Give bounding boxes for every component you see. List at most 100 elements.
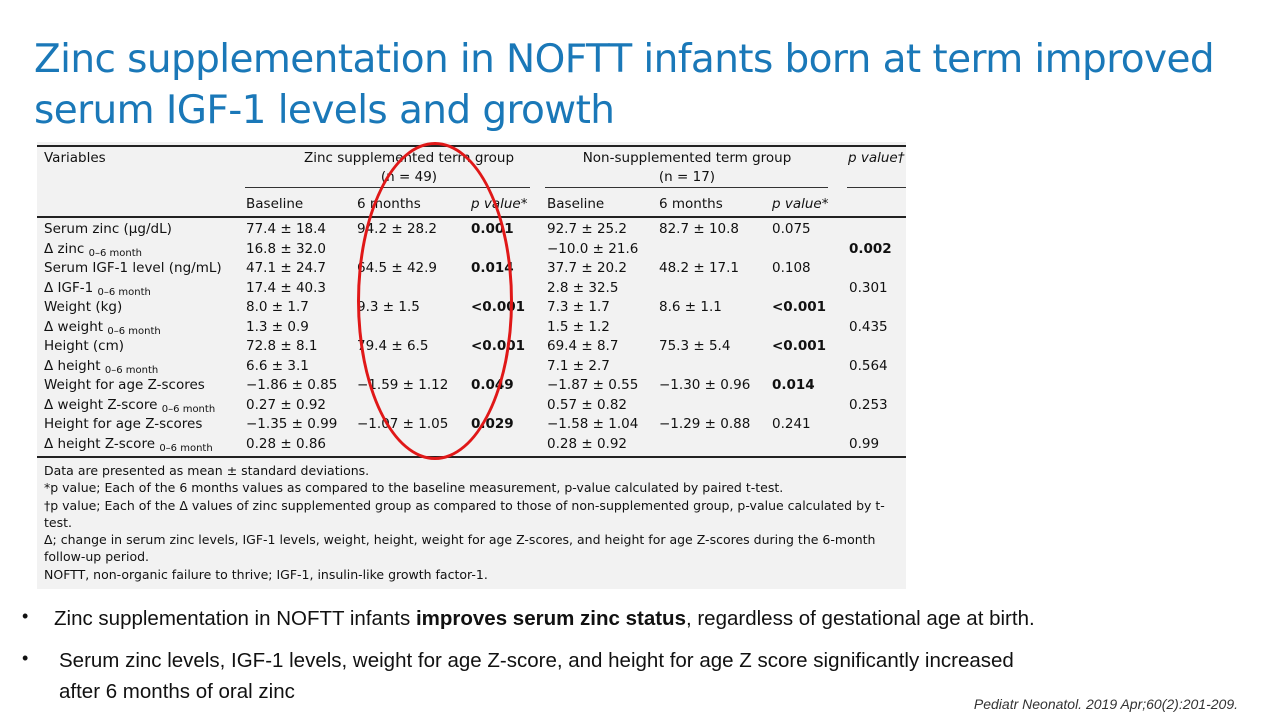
- cell-z-base: 72.8 ± 8.1: [246, 338, 318, 354]
- cell-z-base: 6.6 ± 3.1: [246, 357, 309, 374]
- cell-n-p: <0.001: [772, 338, 827, 354]
- bullet-bold-text: improves serum zinc status: [415, 607, 686, 630]
- footnote: Δ; change in serum zinc levels, IGF-1 le…: [44, 532, 876, 565]
- cell-z-p: 0.001: [471, 221, 514, 237]
- cell-z-base: 0.28 ± 0.86: [246, 435, 327, 452]
- cell-label: Δ weight Z-score 0–6 month: [44, 397, 215, 418]
- cell-n-6m: −1.30 ± 0.96: [659, 377, 751, 393]
- non-group-rule: [545, 187, 828, 188]
- cell-n-base: 7.1 ± 2.7: [547, 357, 610, 374]
- results-table: Variables Zinc supplemented term group (…: [37, 142, 906, 589]
- cell-z-p: <0.001: [471, 338, 526, 354]
- cell-p: 0.564: [849, 357, 888, 374]
- header-bottom-rule: [37, 216, 906, 218]
- cell-z-6m: 94.2 ± 28.2: [357, 221, 438, 237]
- cell-label: Height (cm): [44, 338, 124, 355]
- cell-z-p: 0.049: [471, 377, 514, 393]
- cell-n-p: 0.241: [772, 416, 811, 432]
- cell-n-base: 0.57 ± 0.82: [547, 396, 628, 413]
- cell-z-6m: −1.59 ± 1.12: [357, 377, 449, 393]
- cell-n-base: −1.87 ± 0.55: [547, 377, 639, 393]
- cell-z-p: <0.001: [471, 299, 526, 315]
- header-zinc-baseline: Baseline: [246, 196, 304, 212]
- cell-p: 0.99: [849, 435, 880, 452]
- cell-n-base: −10.0 ± 21.6: [547, 240, 639, 257]
- cell-n-base: 92.7 ± 25.2: [547, 221, 628, 237]
- table-top-rule: [37, 145, 906, 147]
- cell-label: Δ height 0–6 month: [44, 358, 158, 379]
- cell-z-base: 16.8 ± 32.0: [246, 240, 327, 257]
- footnote: NOFTT, non-organic failure to thrive; IG…: [44, 566, 488, 582]
- row-label-subscript: 0–6 month: [104, 364, 159, 376]
- bullet-text: after 6 months of oral zinc: [59, 680, 295, 703]
- cell-n-p: 0.014: [772, 377, 815, 393]
- table-footnotes: Data are presented as mean ± standard de…: [44, 462, 904, 583]
- cell-p: 0.002: [849, 240, 892, 257]
- row-label-subscript: 0–6 month: [159, 442, 213, 454]
- cell-z-base: −1.35 ± 0.99: [246, 416, 338, 432]
- cell-n-base: 2.8 ± 32.5: [547, 279, 619, 296]
- row-label: Height (cm): [44, 338, 125, 354]
- cell-z-p: 0.014: [471, 260, 514, 276]
- row-label-subscript: 0–6 month: [107, 325, 161, 337]
- cell-label: Height for age Z-scores: [44, 416, 202, 433]
- cell-n-base: 69.4 ± 8.7: [547, 338, 619, 354]
- cell-z-base: −1.86 ± 0.85: [246, 377, 338, 393]
- cell-n-base: 1.5 ± 1.2: [547, 318, 610, 335]
- cell-label: Serum zinc (μg/dL): [44, 221, 172, 238]
- cell-z-base: 17.4 ± 40.3: [246, 279, 327, 296]
- cell-label: Serum IGF-1 level (ng/mL): [44, 260, 222, 277]
- cell-z-6m: 9.3 ± 1.5: [357, 299, 420, 315]
- cell-n-base: 37.7 ± 20.2: [547, 260, 628, 276]
- row-label: Δ zinc: [44, 240, 85, 257]
- bullet-text: Serum zinc levels, IGF-1 levels, weight …: [59, 649, 1014, 672]
- cell-p: 0.253: [849, 396, 888, 413]
- cell-n-6m: −1.29 ± 0.88: [659, 416, 751, 432]
- header-zinc-group: Zinc supplemented term group: [303, 150, 515, 166]
- results-table-image: Variables Zinc supplemented term group (…: [37, 142, 906, 589]
- cell-n-p: 0.108: [772, 260, 811, 276]
- cell-n-p: <0.001: [772, 299, 827, 315]
- row-label: Δ weight Z-score: [44, 396, 158, 413]
- table-bottom-rule: [37, 456, 906, 458]
- cell-n-base: 0.28 ± 0.92: [547, 435, 628, 452]
- row-label: Weight for age Z-scores: [44, 377, 205, 393]
- cell-z-base: 1.3 ± 0.9: [246, 318, 309, 335]
- header-zinc-n: (n = 49): [380, 169, 438, 185]
- header-non-p: p value*: [772, 196, 829, 212]
- row-label: Weight (kg): [44, 299, 123, 315]
- header-zinc-p: p value*: [471, 196, 528, 212]
- bullet-text: , regardless of gestational age at birth…: [685, 607, 1035, 630]
- footnote: Data are presented as mean ± standard de…: [44, 463, 370, 478]
- cell-p: 0.435: [849, 318, 888, 335]
- cell-z-base: 77.4 ± 18.4: [246, 221, 327, 237]
- cell-z-base: 0.27 ± 0.92: [246, 396, 327, 413]
- cell-n-p: 0.075: [772, 221, 811, 237]
- cell-label: Weight for age Z-scores: [44, 377, 205, 394]
- footnote: *p value; Each of the 6 months values as…: [44, 480, 784, 496]
- header-variables: Variables: [44, 150, 106, 166]
- cell-z-6m: 64.5 ± 42.9: [357, 260, 438, 276]
- cell-label: Δ zinc 0–6 month: [44, 241, 142, 262]
- row-label: Δ height Z-score: [44, 435, 156, 452]
- header-non-6m: 6 months: [659, 196, 723, 212]
- citation: Pediatr Neonatol. 2019 Apr;60(2):201-209…: [973, 696, 1238, 712]
- cell-z-p: 0.029: [471, 416, 514, 432]
- cell-z-6m: 79.4 ± 6.5: [357, 338, 429, 354]
- cell-label: Δ height Z-score 0–6 month: [44, 436, 213, 457]
- cell-n-base: 7.3 ± 1.7: [547, 299, 610, 315]
- row-label: Δ height: [44, 357, 101, 374]
- bullet-text: Zinc supplementation in NOFTT infants: [54, 607, 416, 630]
- header-p-value: p value†: [848, 150, 905, 166]
- slide-title: Zinc supplementation in NOFTT infants bo…: [34, 37, 1215, 133]
- row-label-subscript: 0–6 month: [88, 247, 142, 259]
- cell-label: Δ IGF-1 0–6 month: [44, 280, 151, 301]
- cell-label: Weight (kg): [44, 299, 122, 316]
- header-non-group: Non-supplemented term group: [582, 150, 792, 166]
- row-label: Δ weight: [44, 318, 104, 335]
- row-label: Height for age Z-scores: [44, 416, 203, 432]
- cell-n-6m: 48.2 ± 17.1: [659, 260, 740, 276]
- row-label-subscript: 0–6 month: [97, 286, 151, 298]
- cell-n-6m: 75.3 ± 5.4: [659, 338, 731, 354]
- row-label-subscript: 0–6 month: [161, 403, 216, 415]
